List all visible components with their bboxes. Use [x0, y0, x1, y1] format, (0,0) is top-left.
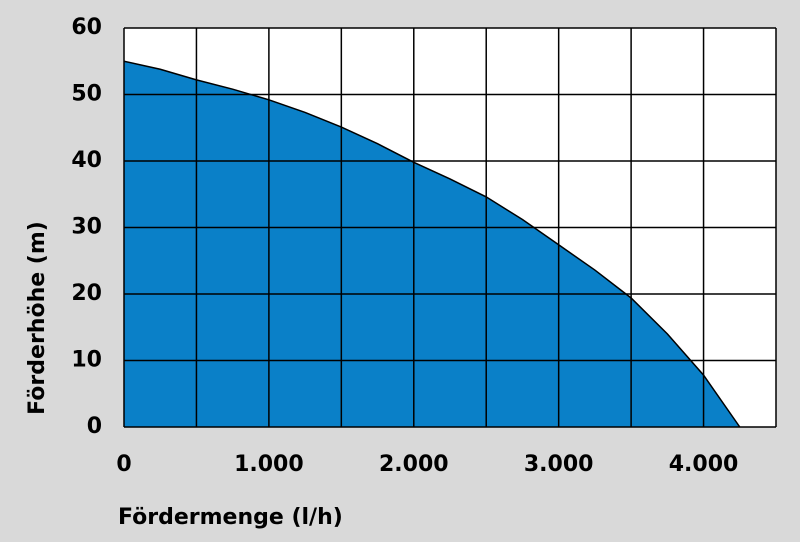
curve-line	[123, 60, 741, 428]
x-tick-label: 2.000	[379, 452, 449, 477]
x-tick-label: 3.000	[524, 452, 594, 477]
y-tick-label: 10	[71, 348, 102, 373]
x-tick-label: 4.000	[669, 452, 739, 477]
y-axis-label: Förderhöhe (m)	[25, 221, 50, 415]
area	[124, 61, 740, 427]
y-tick-label: 0	[87, 414, 102, 439]
y-tick-label: 50	[71, 82, 102, 107]
y-tick-label: 40	[71, 148, 102, 173]
y-tick-label: 30	[71, 215, 102, 240]
y-tick-label: 60	[71, 15, 102, 40]
x-axis-label: Fördermenge (l/h)	[118, 505, 343, 530]
y-tick-label: 20	[71, 281, 102, 306]
x-tick-label: 1.000	[234, 452, 304, 477]
x-tick-label: 0	[116, 452, 131, 477]
